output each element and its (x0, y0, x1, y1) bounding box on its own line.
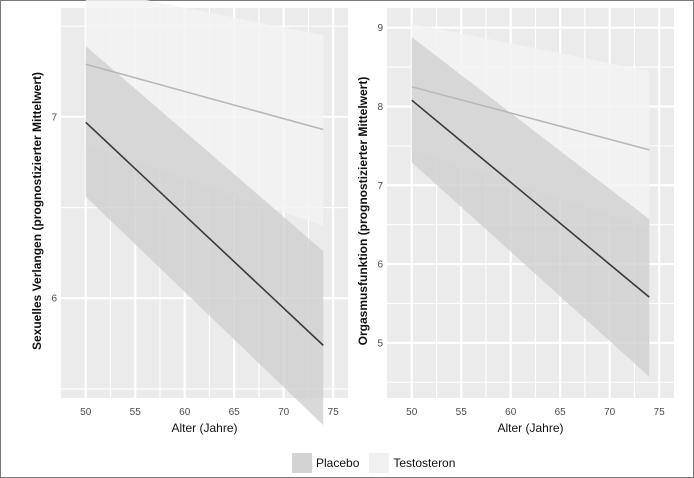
panel-right-line-testosteron (411, 86, 650, 151)
panel-left-x-tick-label: 60 (179, 407, 191, 418)
legend: Placebo Testosteron (292, 452, 465, 474)
panel-left-x-tick-label: 75 (328, 407, 340, 418)
panel-right-x-tick-label: 65 (555, 407, 567, 418)
panel-right-x-tick-label: 55 (456, 407, 468, 418)
panel-left-x-tick-label: 50 (80, 407, 92, 418)
panel-right-line-placebo (411, 99, 650, 298)
legend-label-testosteron: Testosteron (393, 456, 456, 470)
panel-left-x-tick-label: 65 (229, 407, 241, 418)
panel-left-line-testosteron (85, 63, 324, 131)
panel-right-x-tick-label: 75 (654, 407, 666, 418)
panel-left-x-tick-label: 55 (130, 407, 142, 418)
panel-left-y-tick-label: 7 (51, 112, 57, 123)
legend-item-testosteron: Testosteron (369, 453, 455, 473)
panel-right-y-tick-label: 5 (377, 338, 383, 349)
panel-left: 50 55 60 65 70 75 6 7 Alter (Jahre) Sexuelles Ver… (30, 0, 348, 435)
panel-right-y-tick-label: 9 (377, 23, 383, 34)
panel-left-y-tick-label: 6 (51, 294, 57, 305)
panel-right-x-tick-label: 50 (406, 407, 418, 418)
panel-left-x-axis-title: Alter (Jahre) (171, 421, 237, 435)
panel-left-ribbon-testosteron (85, 0, 324, 226)
panel-right-ribbon-placebo (411, 37, 650, 377)
legend-label-placebo: Placebo (316, 456, 360, 470)
panel-right-y-tick-label: 6 (377, 260, 383, 271)
panel-right: 50 55 60 65 70 75 5 6 7 8 9 Alter (Jahre) Orgasmusfu… (356, 8, 674, 435)
panel-left-ribbon-placebo (85, 46, 324, 426)
panel-left-y-axis-title: Sexuelles Verlangen (prognostizierter Mi… (30, 72, 44, 350)
legend-item-placebo: Placebo (292, 453, 359, 473)
panel-right-x-tick-label: 60 (505, 407, 517, 418)
legend-key-testosteron (369, 453, 390, 473)
panel-right-x-tick-label: 70 (604, 407, 616, 418)
panel-right-y-axis-title: Orgasmusfunktion (prognostizierter Mitte… (356, 77, 370, 346)
panel-right-y-tick-label: 7 (377, 181, 383, 192)
panel-left-line-placebo (85, 121, 324, 346)
legend-key-placebo (292, 453, 312, 473)
panel-right-y-tick-label: 8 (377, 102, 383, 113)
panel-left-x-tick-label: 70 (278, 407, 290, 418)
panel-right-x-axis-title: Alter (Jahre) (497, 421, 563, 435)
